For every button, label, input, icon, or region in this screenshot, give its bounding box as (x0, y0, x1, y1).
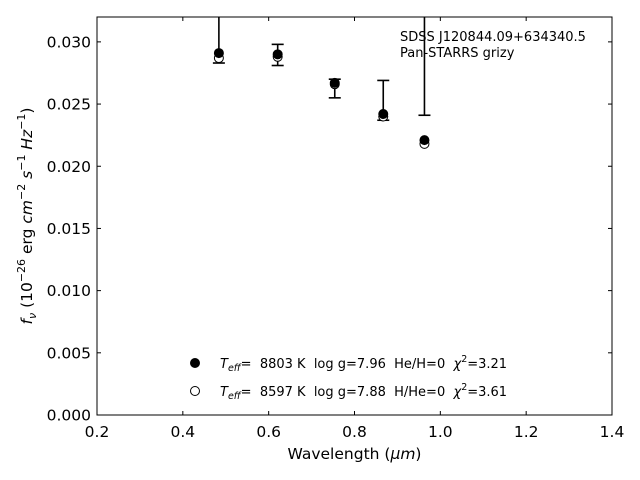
model-point-filled (419, 135, 430, 146)
x-tick-label: 0.4 (171, 423, 196, 441)
plot-area-frame (96, 16, 613, 416)
y-tick-label: 0.020 (47, 158, 91, 176)
x-tick-label: 0.6 (256, 423, 281, 441)
y-tick-label: 0.000 (47, 407, 91, 425)
y-axis-label: fν (10−26 erg cm−2 s−1 Hz−1) (15, 108, 39, 325)
legend-marker-open (190, 386, 200, 396)
legend-marker-filled (190, 358, 200, 368)
annotation-survey: Pan-STARRS grizy (400, 46, 515, 61)
model-point-filled (272, 49, 283, 60)
x-tick-label: 1.0 (428, 423, 453, 441)
x-tick-label: 1.4 (600, 423, 625, 441)
x-tick-label: 0.8 (342, 423, 367, 441)
x-tick-label: 1.2 (514, 423, 539, 441)
y-tick-label: 0.010 (47, 282, 91, 300)
x-tick-label: 0.2 (85, 423, 110, 441)
legend-label-2: Teff= 8597 K log g=7.88 H/He=0 χ2=3.61 (220, 382, 507, 402)
model-point-filled (213, 48, 224, 59)
axis-ticks: 0.2 0.4 0.6 0.8 1.0 1.2 1.4 0.000 0.005 0.010 0.01… (47, 17, 625, 441)
y-tick-label: 0.030 (47, 33, 91, 51)
data-points (213, 48, 430, 149)
y-tick-label: 0.005 (47, 344, 91, 362)
y-tick-label: 0.015 (47, 220, 91, 238)
annotation-object-name: SDSS J120844.09+634340.5 (400, 30, 586, 45)
model-point-filled (378, 109, 389, 120)
y-tick-label: 0.025 (47, 96, 91, 114)
model-point-filled (329, 77, 340, 88)
legend: Teff= 8803 K log g=7.96 He/H=0 χ2=3.21 T… (190, 354, 507, 402)
error-bars (212, 17, 431, 122)
x-axis-label: Wavelength (μm) (288, 445, 422, 463)
legend-label-1: Teff= 8803 K log g=7.96 He/H=0 χ2=3.21 (220, 354, 507, 374)
